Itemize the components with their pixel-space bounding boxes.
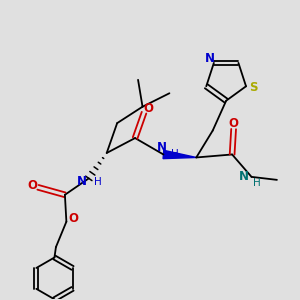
Text: H: H — [253, 178, 261, 188]
Text: N: N — [157, 141, 167, 154]
Text: N: N — [204, 52, 214, 65]
Text: S: S — [249, 81, 258, 94]
Text: H: H — [171, 149, 179, 159]
Text: N: N — [77, 176, 87, 188]
Polygon shape — [163, 150, 196, 159]
Text: O: O — [229, 117, 238, 130]
Text: O: O — [27, 179, 37, 192]
Text: O: O — [68, 212, 78, 225]
Text: H: H — [94, 177, 102, 187]
Text: N: N — [239, 170, 249, 183]
Text: O: O — [143, 102, 154, 115]
